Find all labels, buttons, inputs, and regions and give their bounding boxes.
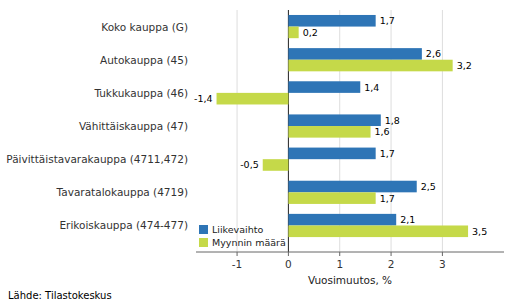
- data-label: 1,7: [380, 193, 395, 204]
- data-label: -0,5: [240, 159, 259, 170]
- x-axis-line: [196, 252, 504, 253]
- data-label: 1,6: [375, 126, 390, 137]
- bar: [288, 15, 375, 27]
- bar: [288, 225, 468, 237]
- tick-label: 2: [388, 258, 395, 270]
- tick-mark: [237, 252, 238, 256]
- category-label: Autokauppa (45): [100, 54, 188, 66]
- footnote: Lähde: Tilastokeskus: [8, 290, 112, 301]
- legend-swatch: [199, 238, 208, 247]
- data-label: 3,2: [457, 60, 472, 71]
- grid-line: [237, 10, 238, 252]
- data-labels: 2,1 2,5 1,7 1,8 1,4 2,6 1,7 3,5 1,7 -0,5 1,6 -1,4 3,…: [194, 15, 487, 237]
- data-label: 2,5: [421, 181, 436, 192]
- category-label: Päivittäistavarakauppa (4711,472): [6, 153, 188, 165]
- grid-line: [442, 10, 443, 252]
- tick-label: 3: [439, 258, 446, 270]
- data-label: 1,4: [364, 82, 379, 93]
- data-label: 2,1: [400, 214, 415, 225]
- legend: Liikevaihto Myynnin määrä: [199, 224, 286, 248]
- bar: [288, 126, 370, 138]
- tick-mark: [442, 252, 443, 256]
- bar: [288, 27, 298, 39]
- data-label: 0,2: [303, 27, 318, 38]
- data-label: 1,7: [380, 15, 395, 26]
- data-label: 2,6: [426, 48, 441, 59]
- category-label: Koko kauppa (G): [101, 21, 188, 33]
- bar: [288, 114, 380, 126]
- category-label: Erikoiskauppa (474-477): [59, 219, 188, 231]
- data-label: 1,7: [380, 148, 395, 159]
- bar: [288, 192, 375, 204]
- data-label: -1,4: [194, 93, 213, 104]
- category-label: Tukkukauppa (46): [93, 87, 188, 99]
- category-label: Vähittäiskauppa (47): [79, 120, 188, 132]
- bars: [217, 15, 469, 237]
- bar: [217, 93, 289, 105]
- tick-mark: [339, 252, 340, 256]
- legend-swatch: [199, 225, 208, 234]
- legend-label: Liikevaihto: [212, 224, 263, 235]
- bar: [288, 81, 360, 93]
- tick-mark: [391, 252, 392, 256]
- bar: [288, 181, 416, 193]
- x-axis-label: Vuosimuutos, %: [308, 274, 392, 286]
- background: [0, 0, 520, 304]
- bar: [263, 159, 289, 171]
- bar: [288, 148, 375, 160]
- data-label: 3,5: [472, 226, 487, 237]
- tick-mark: [288, 252, 289, 256]
- bar: [288, 60, 452, 72]
- tick-label: -1: [232, 258, 242, 270]
- data-label: 1,8: [385, 115, 400, 126]
- tick-label: 1: [336, 258, 343, 270]
- legend-label: Myynnin määrä: [212, 237, 286, 248]
- grid: [237, 10, 442, 252]
- chart: Erikoiskauppa (474-477) Tavaratalokauppa …: [0, 0, 520, 304]
- tick-label: 0: [285, 258, 292, 270]
- category-label: Tavaratalokauppa (4719): [56, 186, 188, 198]
- bar: [288, 48, 421, 60]
- bar: [288, 214, 396, 226]
